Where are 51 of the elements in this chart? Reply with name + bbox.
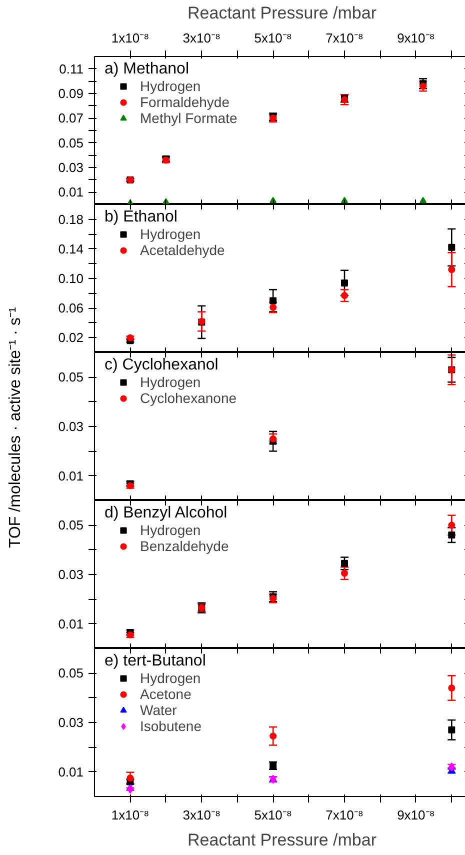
y-tick-label: 0.05 <box>58 518 84 533</box>
legend-label: Hydrogen <box>140 78 201 94</box>
y-tick-label: 0.03 <box>58 715 84 730</box>
legend-label: Acetone <box>140 686 192 702</box>
y-tick-label: 0.18 <box>58 212 84 227</box>
y-tick-label: 0.03 <box>58 160 84 175</box>
chart-title: e) tert-Butanol <box>104 652 206 670</box>
y-tick-label: 0.10 <box>58 271 84 286</box>
x2-tick-label: 1x10⁻⁸ <box>111 30 150 46</box>
chart-title: d) Benzyl Alcohol <box>104 504 228 522</box>
y-tick-label: 0.07 <box>58 110 84 126</box>
legend-label: Cyclohexanone <box>140 390 237 406</box>
x2-tick-label: 3x10⁻⁸ <box>182 30 220 46</box>
chart-title: c) Cyclohexanol <box>104 356 218 374</box>
chart-title: b) Ethanol <box>104 208 178 226</box>
y-tick-label: 0.02 <box>58 330 84 346</box>
y-tick-label: 0.05 <box>58 135 84 150</box>
y-tick-label: 0.01 <box>58 764 84 780</box>
legend-label: Water <box>140 702 177 718</box>
x2-tick-label: 7x10⁻⁸ <box>326 30 364 46</box>
y-tick-label: 0.05 <box>58 370 84 385</box>
legend-label: Isobutene <box>140 718 202 734</box>
x2-tick-label: 9x10⁻⁸ <box>397 30 435 46</box>
legend-label: Hydrogen <box>140 374 201 390</box>
y-tick-label: 0.09 <box>58 86 84 101</box>
x-tick-label: 3x10⁻⁸ <box>182 808 220 822</box>
y-tick-label: 0.06 <box>58 300 84 316</box>
legend-label: Benzaldehyde <box>140 538 229 554</box>
y-axis-title: TOF /molecules · active site⁻¹ · s⁻¹ <box>6 306 25 550</box>
legend-label: Hydrogen <box>140 522 201 538</box>
x-tick-label: 5x10⁻⁸ <box>254 808 292 822</box>
legend-label: Hydrogen <box>140 226 201 242</box>
y-tick-label: 0.03 <box>58 419 84 434</box>
legend-label: Methyl Formate <box>140 110 238 126</box>
y-tick-label: 0.11 <box>59 61 84 76</box>
x-axis-title: Reactant Pressure /mbar <box>188 830 377 850</box>
y-tick-label: 0.14 <box>58 241 84 256</box>
chart-title: a) Methanol <box>104 60 189 78</box>
legend-label: Hydrogen <box>140 670 201 686</box>
legend-label: Acetaldehyde <box>140 242 225 258</box>
y-tick-label: 0.01 <box>58 468 84 484</box>
y-tick-label: 0.05 <box>58 666 84 681</box>
x2-tick-label: 5x10⁻⁸ <box>254 30 292 46</box>
legend-label: Formaldehyde <box>140 94 230 110</box>
x-tick-label: 7x10⁻⁸ <box>326 808 364 822</box>
y-tick-label: 0.03 <box>58 567 84 582</box>
y-tick-label: 0.01 <box>58 184 84 200</box>
x-tick-label: 9x10⁻⁸ <box>397 808 435 822</box>
y-tick-label: 0.01 <box>58 616 84 632</box>
x2-axis-title: Reactant Pressure /mbar <box>188 4 377 22</box>
x-tick-label: 1x10⁻⁸ <box>111 808 150 822</box>
